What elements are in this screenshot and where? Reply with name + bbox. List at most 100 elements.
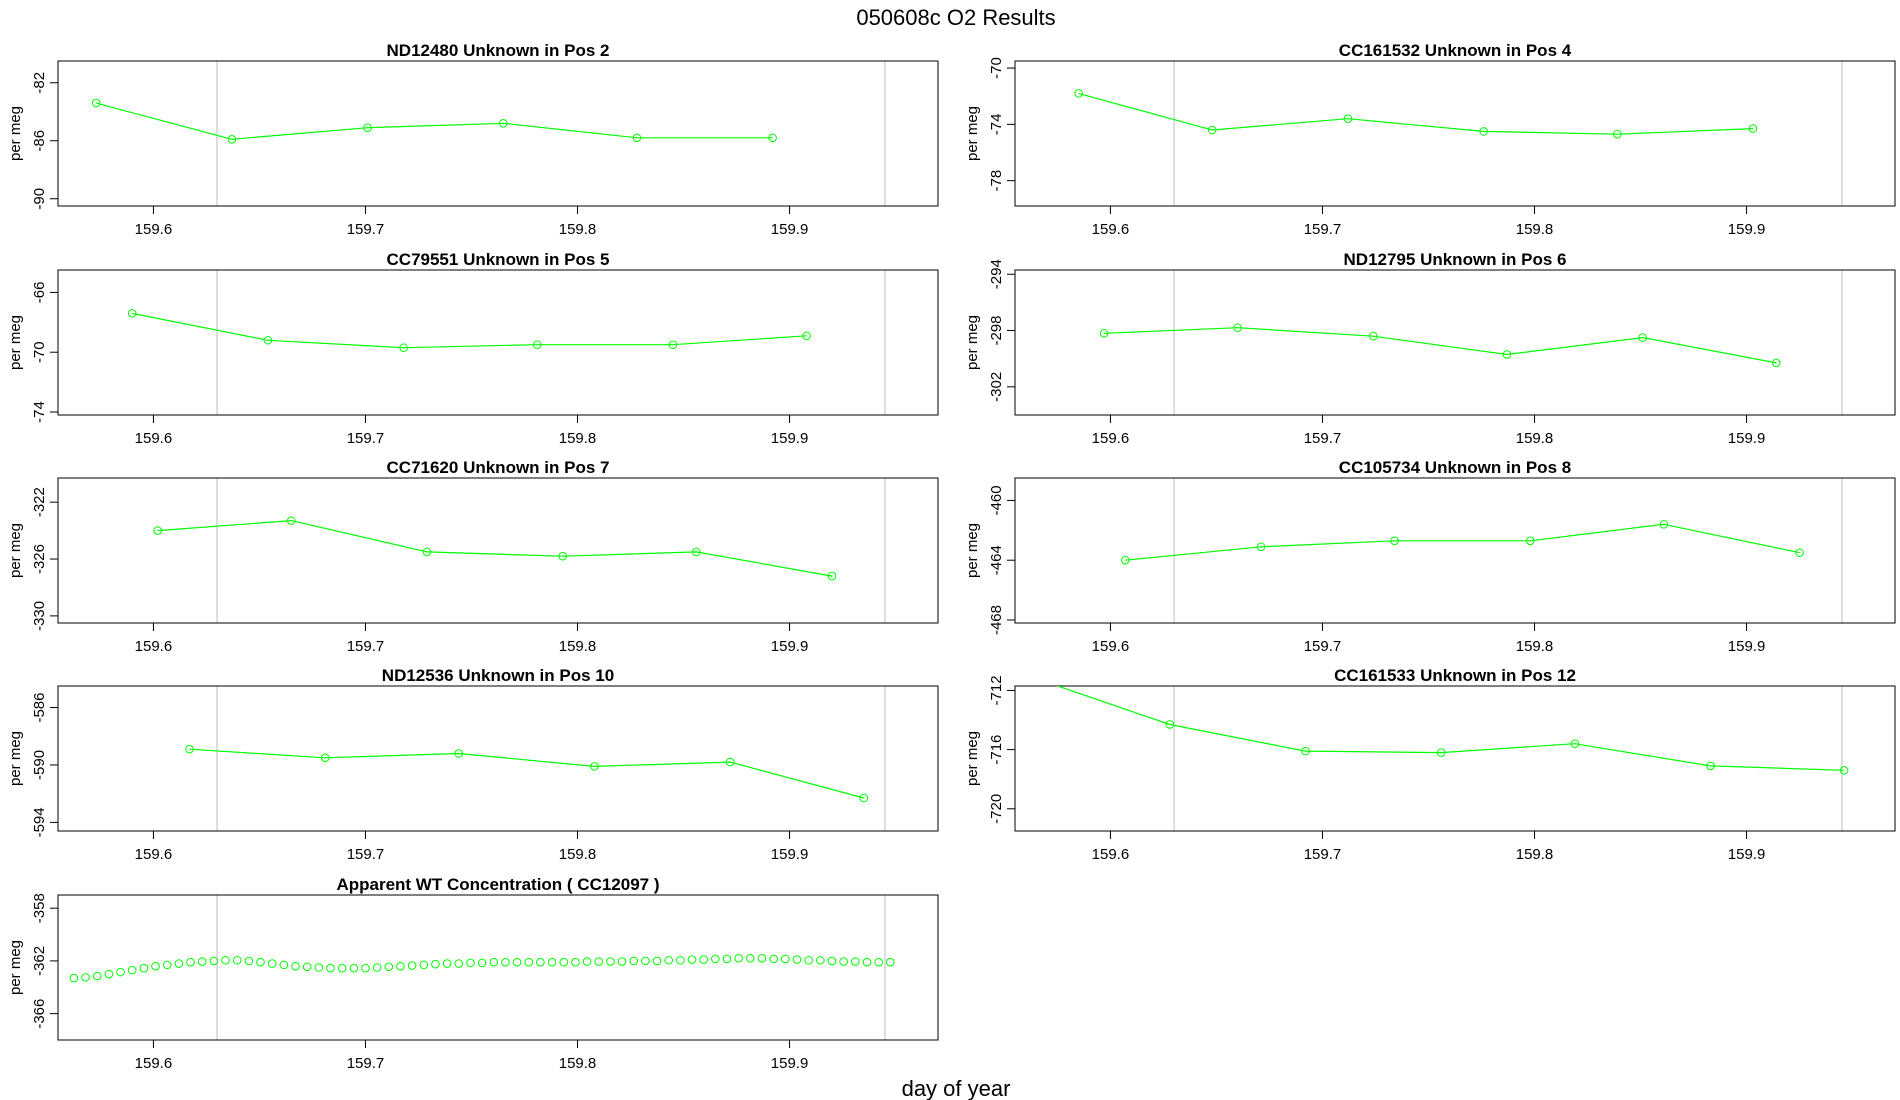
data-point (489, 957, 499, 967)
data-point (862, 957, 872, 967)
plot-frame (57, 685, 939, 832)
x-tick-label: 159.7 (347, 846, 385, 863)
series-line (1078, 92, 1753, 135)
y-axis-label: per meg (7, 731, 24, 786)
panel-title: CC105734 Unknown in Pos 8 (1339, 458, 1571, 477)
x-tick-label: 159.6 (1092, 846, 1130, 863)
panel-9: Apparent WT Concentration ( CC12097 ) 159… (7, 875, 939, 1072)
data-point (396, 961, 405, 971)
data-point (422, 547, 432, 557)
data-point (256, 957, 265, 967)
y-tick-label: -66 (31, 282, 48, 304)
data-point (1612, 129, 1622, 139)
data-point (1390, 536, 1399, 546)
data-point (302, 962, 312, 972)
x-tick-label: 159.6 (135, 1055, 173, 1072)
y-tick-label: -86 (31, 130, 48, 152)
data-point (768, 133, 777, 143)
series-group (185, 744, 869, 803)
data-point (399, 343, 408, 353)
data-point (629, 956, 639, 966)
data-point (722, 954, 732, 964)
series-group (69, 953, 895, 983)
panel-7: ND12536 Unknown in Pos 10 159.6 159.7 159.8… (7, 666, 939, 863)
data-point (1479, 127, 1488, 136)
panel-1: ND12480 Unknown in Pos 2 159.6 159.7 159.8 1… (7, 41, 939, 238)
data-point (668, 340, 678, 350)
y-tick-label: -594 (31, 807, 48, 837)
x-tick-label: 159.6 (135, 430, 173, 447)
data-point (725, 757, 735, 767)
data-point (227, 135, 237, 144)
series-line (1125, 523, 1800, 561)
panel-title: ND12795 Unknown in Pos 6 (1344, 250, 1567, 269)
data-point (1436, 748, 1446, 757)
y-tick-label: -362 (31, 946, 48, 976)
data-point (267, 959, 277, 968)
x-tick-label: 159.8 (559, 1055, 597, 1072)
y-tick-label: -330 (31, 601, 48, 631)
plot-frame (1014, 685, 1896, 832)
x-tick-label: 159.8 (559, 846, 597, 863)
data-point (699, 955, 708, 964)
x-tick-label: 159.9 (771, 638, 809, 655)
data-point (286, 516, 296, 525)
y-tick-label: -366 (31, 999, 48, 1029)
data-point (349, 963, 359, 973)
panel-title: CC161532 Unknown in Pos 4 (1339, 41, 1572, 60)
series-group (1099, 323, 1781, 368)
data-point (501, 957, 510, 967)
x-tick-label: 159.9 (771, 221, 809, 238)
y-tick-label: -74 (31, 401, 48, 423)
data-point (606, 957, 615, 966)
data-point (1839, 766, 1849, 775)
x-tick-label: 159.9 (771, 430, 809, 447)
data-point (151, 961, 160, 971)
y-axis-label: per meg (964, 106, 981, 161)
data-point (454, 959, 464, 968)
y-tick-label: -464 (988, 545, 1005, 575)
x-tick-label: 159.7 (347, 221, 385, 238)
y-tick-label: -90 (31, 188, 48, 210)
y-tick-label: -358 (31, 893, 48, 923)
y-axis-label: per meg (964, 523, 981, 578)
data-point (174, 959, 184, 968)
panel-8: CC161533 Unknown in Pos 12 159.6 159.7 159.… (964, 666, 1896, 863)
y-tick-label: -74 (988, 114, 1005, 136)
data-point (559, 957, 569, 967)
data-point (221, 955, 230, 965)
x-tick-label: 159.7 (347, 638, 385, 655)
data-point (1256, 542, 1266, 552)
data-point (209, 956, 219, 966)
data-point (571, 957, 580, 967)
x-tick-label: 159.7 (347, 430, 385, 447)
data-point (827, 571, 837, 581)
x-tick-label: 159.8 (1516, 846, 1554, 863)
data-point (1659, 520, 1669, 529)
panel-title: CC161533 Unknown in Pos 12 (1334, 666, 1576, 685)
data-point (617, 957, 627, 966)
data-point (582, 957, 592, 966)
x-tick-label: 159.9 (771, 846, 809, 863)
plot-frame (1014, 269, 1896, 416)
data-point (769, 954, 778, 964)
data-point (711, 954, 720, 964)
x-tick-label: 159.9 (1728, 638, 1766, 655)
data-point (116, 967, 125, 977)
data-point (361, 963, 370, 973)
x-tick-label: 159.6 (1092, 430, 1130, 447)
data-point (536, 957, 545, 967)
x-tick-label: 159.8 (1516, 430, 1554, 447)
x-tick-label: 159.9 (1728, 430, 1766, 447)
data-point (1795, 548, 1804, 558)
data-point (91, 98, 101, 108)
panel-title: ND12536 Unknown in Pos 10 (382, 666, 614, 685)
series-line (132, 312, 807, 349)
series-group (153, 516, 837, 581)
data-point (687, 955, 697, 964)
data-point (590, 762, 599, 771)
plot-frame (1014, 477, 1896, 624)
data-point (1099, 329, 1109, 338)
data-point (524, 957, 534, 967)
